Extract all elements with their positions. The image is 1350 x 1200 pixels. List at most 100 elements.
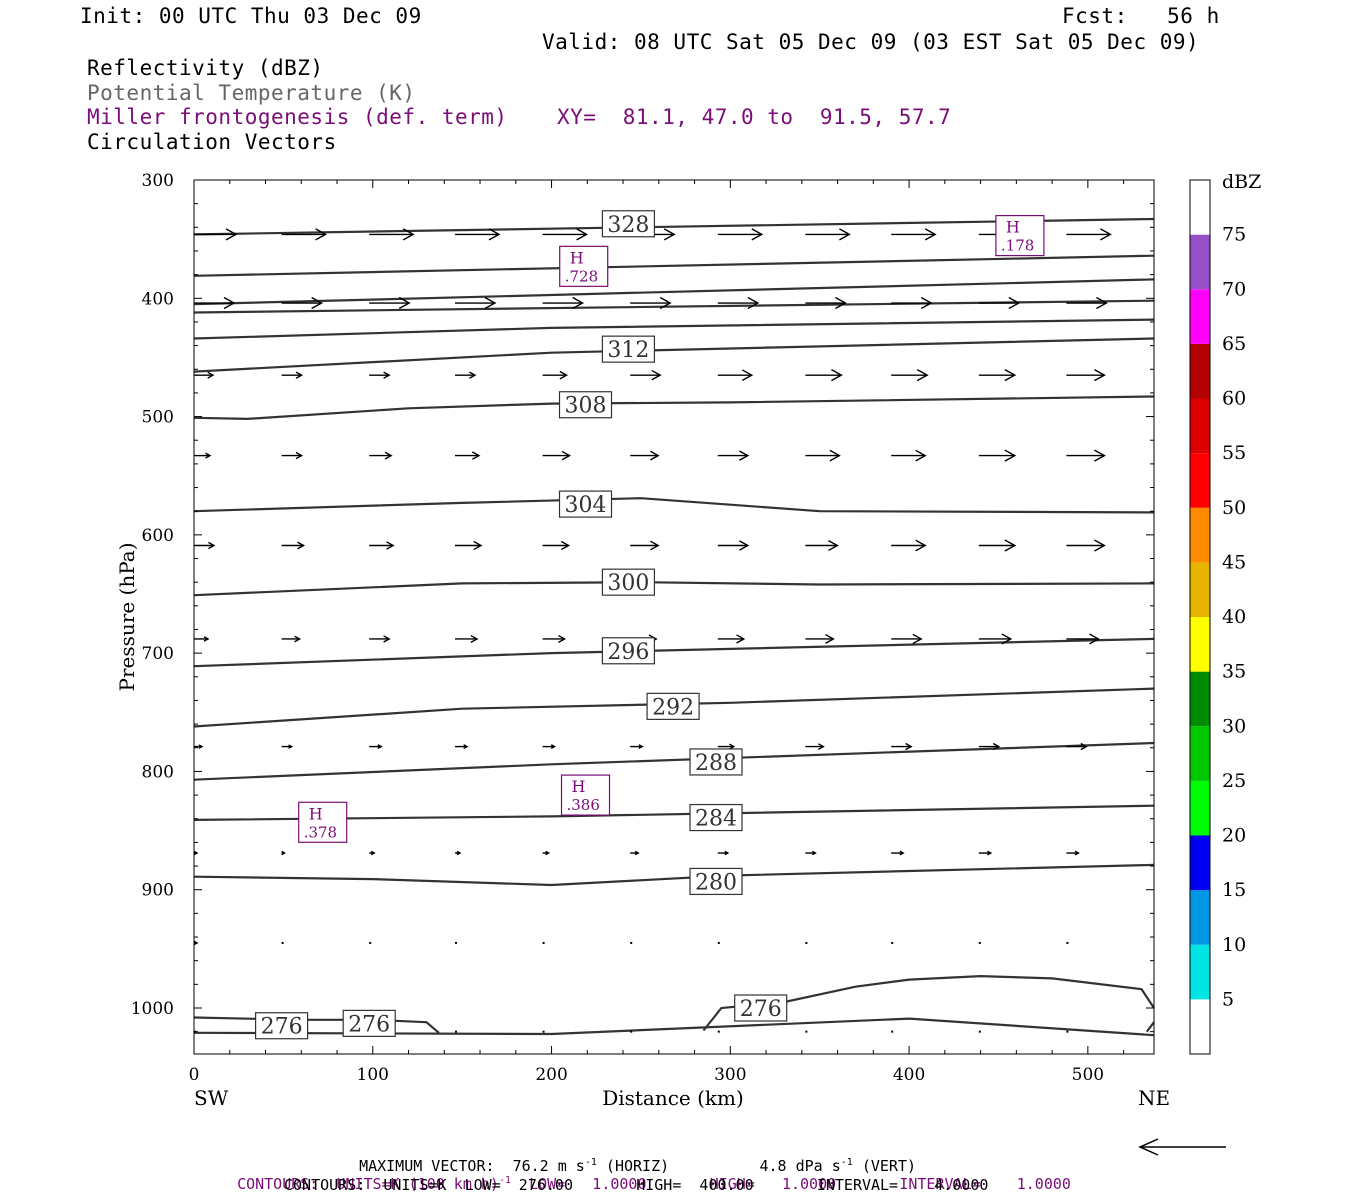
vector-head bbox=[920, 296, 933, 310]
vector-head bbox=[924, 228, 937, 241]
circulation-vector bbox=[805, 369, 843, 382]
circulation-vector bbox=[281, 371, 304, 379]
circulation-vector bbox=[194, 296, 236, 310]
vector-head bbox=[1001, 633, 1013, 645]
vector-head bbox=[205, 452, 212, 459]
contour-label-text: 296 bbox=[607, 640, 649, 665]
vector-head bbox=[724, 850, 730, 856]
vector-head bbox=[558, 634, 567, 643]
contour-label-text: 284 bbox=[695, 807, 737, 832]
circulation-vector bbox=[194, 452, 212, 459]
colorbar-segment bbox=[1190, 780, 1210, 836]
circulation-vector bbox=[455, 228, 501, 241]
colorbar-tick-label: 50 bbox=[1222, 497, 1246, 519]
circulation-vector bbox=[369, 228, 415, 241]
circulation-vector bbox=[630, 296, 672, 310]
isentrope-292 bbox=[193, 741, 1155, 781]
colorbar-segment bbox=[1190, 180, 1210, 235]
circulation-vector bbox=[805, 634, 835, 644]
circulation-vector bbox=[630, 369, 662, 381]
contour-label-layer: 328 312 308 304 300 296 292 288 284 280 276 276 276 bbox=[254, 210, 788, 1040]
vector-head bbox=[473, 540, 483, 551]
circulation-vector bbox=[891, 449, 927, 462]
contour-label-328: 328 bbox=[601, 210, 656, 238]
field-frontogenesis: Miller frontogenesis (def. term) bbox=[87, 105, 508, 129]
contour-label-box bbox=[558, 490, 613, 518]
frontogenesis-max-box bbox=[298, 801, 348, 843]
colorbar-tick-label: 70 bbox=[1222, 278, 1246, 300]
y-tick-label: 1000 bbox=[131, 999, 174, 1019]
circulation-vector bbox=[281, 744, 294, 749]
colorbar-segment bbox=[1190, 343, 1210, 399]
isentrope-336 bbox=[193, 217, 1155, 236]
contour-label-box bbox=[689, 748, 743, 776]
cross-section-endpoints: XY= 81.1, 47.0 to 91.5, 57.7 bbox=[557, 105, 952, 129]
max-vector-horizontal: MAXIMUM VECTOR: 76.2 m s bbox=[359, 1157, 585, 1175]
frontogenesis-max-letter: H bbox=[572, 777, 586, 796]
vector-head bbox=[315, 228, 328, 241]
contour-label-276: 276 bbox=[254, 1012, 309, 1040]
frontogenesis-max-box bbox=[560, 774, 611, 816]
isentrope-332 bbox=[193, 254, 1155, 277]
vector-head bbox=[739, 450, 750, 461]
vector-head bbox=[295, 451, 304, 460]
vector-head bbox=[828, 539, 839, 552]
vector-head bbox=[659, 296, 672, 310]
vector-head bbox=[1080, 742, 1088, 751]
vector-head bbox=[398, 296, 411, 310]
circulation-vector bbox=[194, 371, 215, 379]
vector-head bbox=[1074, 850, 1080, 856]
circulation-vector bbox=[891, 296, 933, 310]
circulation-vector bbox=[1066, 850, 1080, 856]
vector-head bbox=[295, 371, 304, 379]
x-end-label-sw: SW bbox=[194, 1086, 229, 1110]
colorbar-frame bbox=[1189, 179, 1211, 1055]
circulation-vector bbox=[891, 850, 905, 856]
init-time: Init: 00 UTC Thu 03 Dec 09 bbox=[80, 4, 422, 28]
frontogenesis-max-letter: H bbox=[570, 248, 584, 267]
circulation-vector bbox=[630, 540, 660, 551]
vector-head bbox=[550, 744, 557, 750]
circulation-vector bbox=[1066, 228, 1112, 241]
contour-label-box bbox=[601, 568, 656, 596]
contour-label-288: 288 bbox=[689, 748, 743, 776]
colorbar-tick-label: 60 bbox=[1222, 388, 1246, 410]
vector-head bbox=[370, 850, 376, 856]
circulation-vector bbox=[281, 296, 324, 310]
circulation-vector bbox=[281, 451, 304, 460]
vector-head bbox=[915, 539, 927, 552]
vector-head bbox=[383, 635, 391, 643]
vector-head bbox=[576, 228, 589, 241]
vector-head bbox=[992, 742, 1001, 751]
contour-label-text: 300 bbox=[607, 571, 649, 596]
vector-head bbox=[402, 228, 415, 241]
circulation-vector bbox=[717, 296, 760, 310]
vector-head bbox=[203, 636, 210, 642]
contour-label-box bbox=[601, 637, 656, 665]
circulation-vector bbox=[281, 850, 287, 856]
dbz-colorbar: dBZ 5 10 15 20 25 30 35 40 45 50 55 60 65 70 75 bbox=[1189, 171, 1261, 1055]
vector-head bbox=[728, 743, 736, 750]
forecast-hour: Fcst: 56 h bbox=[1062, 4, 1220, 28]
vector-head bbox=[193, 940, 199, 946]
x-tick-label: 400 bbox=[893, 1065, 925, 1085]
contour-label-text: 276 bbox=[740, 997, 782, 1022]
colorbar-tick-label: 30 bbox=[1222, 715, 1246, 737]
colorbar-segment bbox=[1190, 398, 1210, 454]
contours-frontogenesis-line: CONTOURS: UNITS=K (100 km h)-1 LOW= 1.00… bbox=[219, 1157, 1071, 1193]
frontogenesis-max: H.728 bbox=[559, 245, 609, 287]
vector-head bbox=[281, 850, 287, 856]
isentrope-312 bbox=[193, 395, 1155, 421]
vector-head bbox=[915, 449, 927, 462]
y-tick-label: 700 bbox=[142, 644, 174, 664]
vector-head bbox=[1096, 296, 1108, 310]
vector-head bbox=[225, 228, 238, 241]
vector-head bbox=[1094, 539, 1106, 552]
vector-head bbox=[741, 369, 754, 382]
frontogenesis-max-box bbox=[995, 214, 1045, 257]
vector-head bbox=[835, 296, 847, 310]
contour-label-text: 308 bbox=[565, 394, 607, 419]
vector-head bbox=[650, 540, 660, 551]
circulation-vector bbox=[805, 539, 839, 552]
vector-head bbox=[294, 635, 302, 643]
